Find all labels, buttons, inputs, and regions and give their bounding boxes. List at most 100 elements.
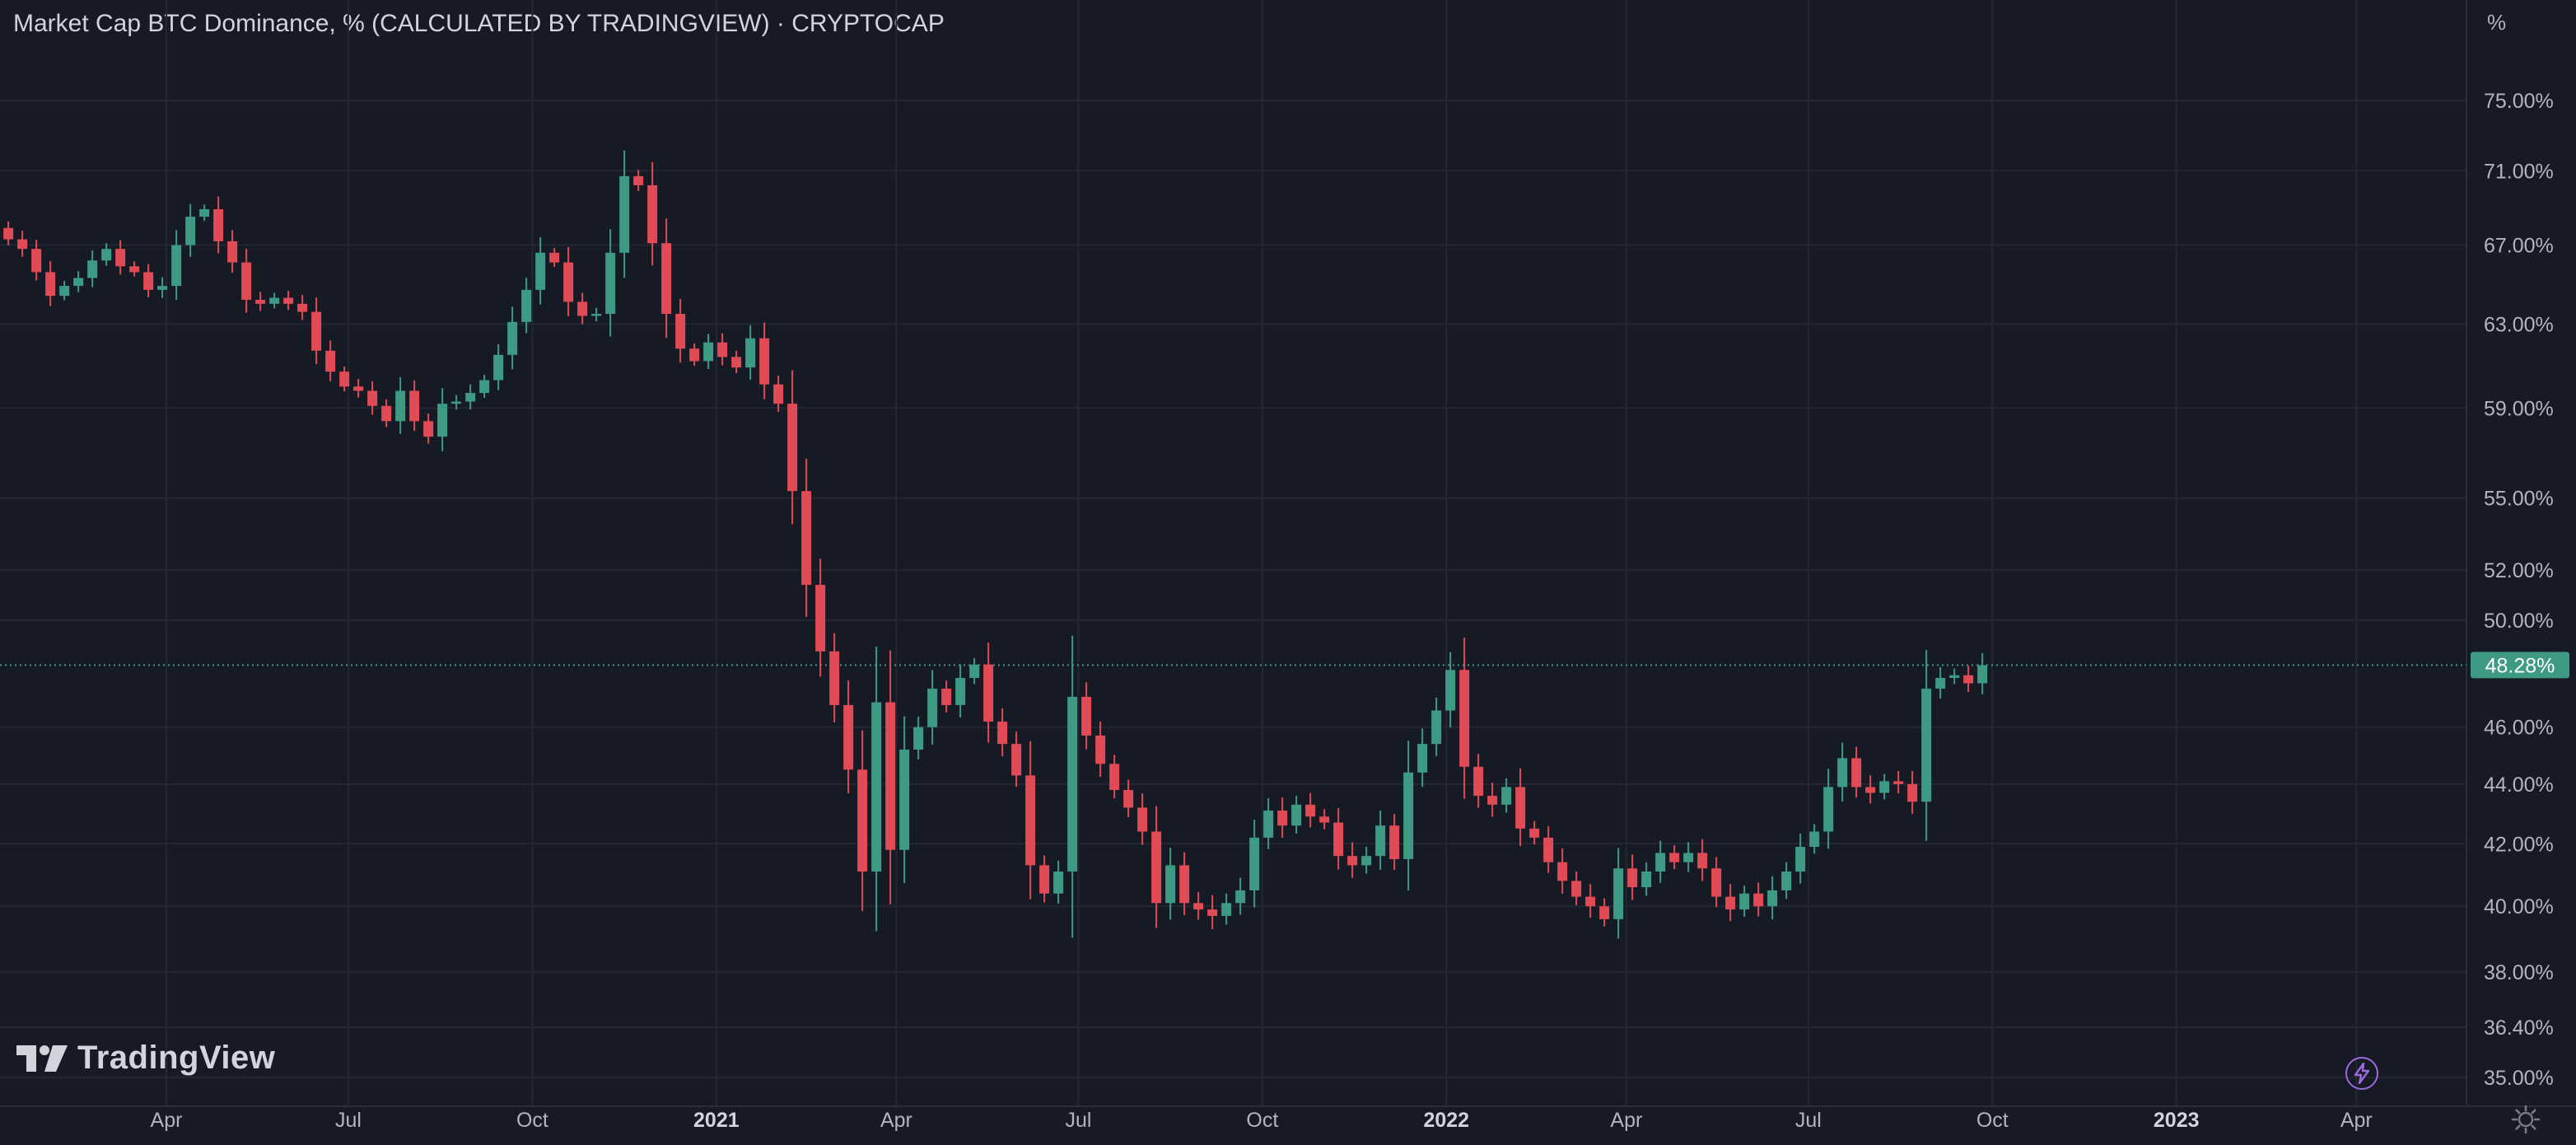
candle-body	[409, 390, 420, 422]
candle-body	[1669, 853, 1680, 862]
candle-body	[535, 252, 546, 290]
candle-body	[283, 297, 294, 304]
candle-body	[815, 584, 826, 652]
candle-body	[1445, 670, 1456, 711]
y-tick-label: 40.00%	[2484, 895, 2554, 918]
candle-body	[1865, 787, 1876, 793]
candle-body	[703, 342, 714, 362]
y-tick-label: 59.00%	[2484, 397, 2554, 420]
candle-body	[1599, 906, 1610, 919]
candle-body	[1221, 903, 1232, 916]
candle-body	[353, 386, 364, 391]
candle-body	[1711, 868, 1722, 897]
candle-body	[871, 702, 882, 872]
x-tick-label: Jul	[1065, 1109, 1091, 1132]
candle-body	[1613, 868, 1624, 919]
candle-body	[1697, 853, 1708, 869]
x-tick-label: 2022	[1423, 1109, 1469, 1132]
candle-body	[1473, 766, 1484, 797]
y-tick-label: 42.00%	[2484, 833, 2554, 856]
candle-body	[1431, 710, 1442, 745]
candle-body	[1823, 787, 1834, 832]
candle-body	[1235, 890, 1246, 904]
y-tick-label: 63.00%	[2484, 313, 2554, 336]
x-tick-label: Jul	[1795, 1109, 1822, 1132]
x-tick-label: Apr	[2340, 1109, 2373, 1132]
candle-body	[801, 491, 812, 585]
candle-body	[1655, 853, 1666, 872]
candle-body	[955, 677, 966, 705]
candle-body	[1795, 846, 1806, 872]
y-tick-label: 50.00%	[2484, 610, 2554, 633]
candle-body	[605, 252, 616, 315]
candle-body	[1249, 837, 1260, 890]
candle-body	[633, 175, 644, 185]
last-price-line: 48.28%	[0, 652, 2569, 679]
candle-body	[829, 651, 840, 705]
candle-body	[493, 354, 504, 381]
candle-body	[619, 175, 630, 253]
candle-body	[927, 689, 938, 727]
candle-body	[1585, 896, 1596, 907]
candle-body	[591, 314, 602, 316]
y-axis-labels: 75.00% 71.00% 67.00% 63.00% 59.00% 55.00% 52.0…	[2484, 90, 2554, 1090]
x-tick-label: 2023	[2154, 1109, 2200, 1132]
candle-body	[1893, 781, 1904, 784]
candle-body	[1641, 871, 1652, 888]
candle-body	[381, 405, 392, 422]
candle-body	[1571, 881, 1582, 897]
tradingview-logo[interactable]: TradingView	[16, 1040, 275, 1077]
candle-body	[479, 380, 490, 394]
candle-body	[269, 297, 280, 304]
x-tick-label: Oct	[1976, 1109, 2009, 1132]
settings-icon[interactable]	[2509, 1103, 2542, 1136]
candle-body	[1851, 758, 1862, 787]
candle-body	[507, 321, 518, 355]
y-tick-label: 55.00%	[2484, 488, 2554, 511]
candle-body	[1935, 677, 1946, 689]
candle-body	[885, 702, 896, 850]
candle-body	[1781, 871, 1792, 890]
candle-body	[423, 421, 434, 437]
candle-body	[675, 314, 686, 349]
chart-title: Market Cap BTC Dominance, % (CALCULATED …	[13, 10, 945, 37]
x-tick-label: Apr	[151, 1109, 183, 1132]
logo-text: TradingView	[77, 1040, 276, 1076]
candle-body	[311, 311, 322, 351]
candle-body	[647, 185, 658, 244]
candle-body	[255, 299, 266, 304]
candle-body	[1725, 896, 1736, 910]
candle-body	[1193, 903, 1204, 910]
x-tick-label: Oct	[1246, 1109, 1278, 1132]
candle-body	[325, 350, 336, 372]
x-tick-label: Apr	[880, 1109, 912, 1132]
candle-body	[1347, 856, 1358, 866]
candle-body	[213, 209, 224, 241]
candle-body	[227, 241, 238, 263]
candle-body	[1137, 807, 1148, 832]
candles	[3, 150, 1988, 939]
candle-body	[101, 249, 112, 261]
candle-body	[857, 769, 868, 872]
candle-body	[1753, 893, 1764, 907]
candle-body	[1207, 909, 1218, 916]
candle-body	[45, 272, 56, 297]
candle-body	[773, 384, 784, 404]
candle-body	[1277, 811, 1288, 826]
candle-body	[185, 217, 196, 245]
candle-body	[297, 303, 308, 312]
candle-body	[1263, 811, 1274, 838]
y-tick-label: 36.40%	[2484, 1016, 2554, 1040]
candle-body	[1739, 893, 1750, 910]
y-tick-label: 44.00%	[2484, 773, 2554, 797]
candle-body	[521, 289, 532, 322]
candle-body	[1319, 816, 1330, 823]
candle-body	[1165, 865, 1176, 904]
candle-body	[241, 262, 252, 300]
candle-body	[1053, 871, 1064, 894]
lightning-icon[interactable]	[2345, 1057, 2378, 1090]
y-tick-label: 52.00%	[2484, 559, 2554, 582]
candle-body	[1095, 735, 1106, 764]
candle-body	[1627, 868, 1638, 888]
